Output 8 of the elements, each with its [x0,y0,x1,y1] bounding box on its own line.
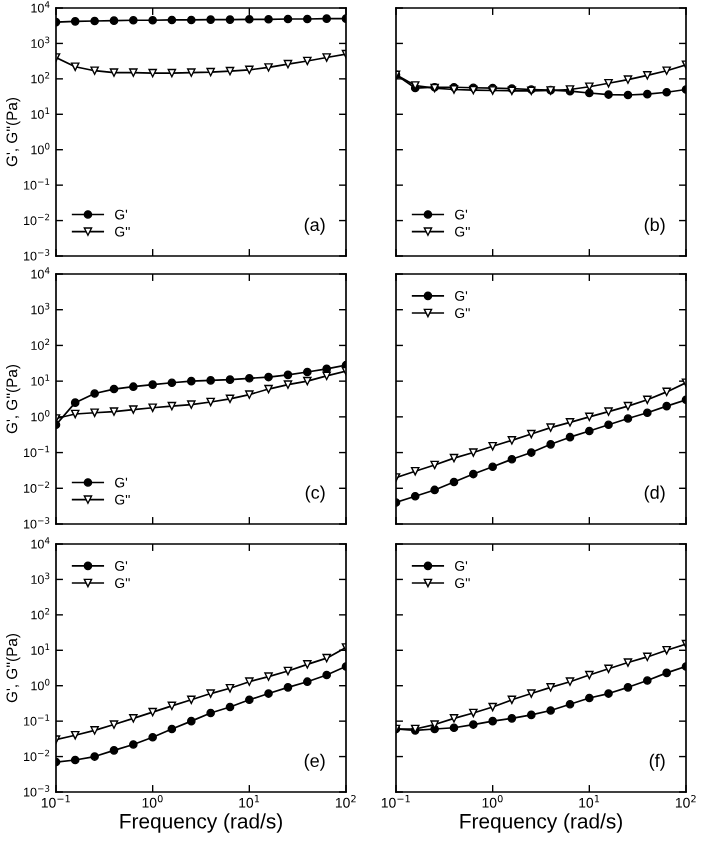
annotation: (a) [304,217,325,235]
annotation: (d) [644,485,665,503]
x-axis-title: Frequency (rad/s) [460,813,622,833]
annotation: (e) [304,753,325,771]
x-axis-title: Frequency (rad/s) [120,813,282,833]
annotation: (c) [305,485,325,503]
annotation: (f) [649,753,665,771]
annotation: (b) [644,217,665,235]
